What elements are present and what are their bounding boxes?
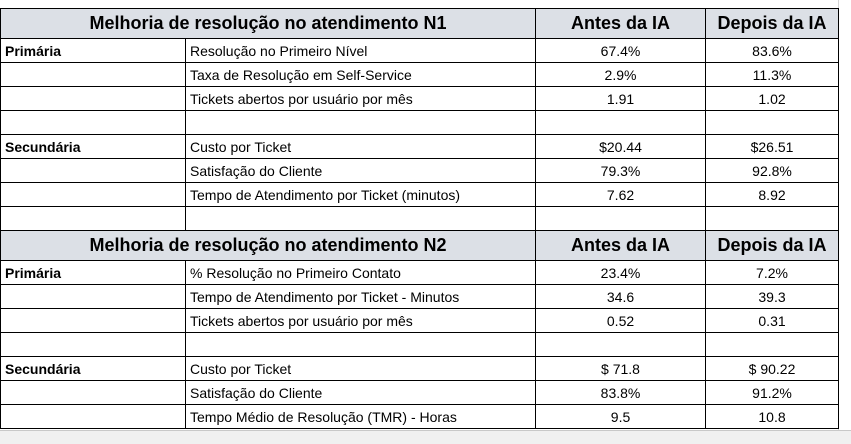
empty-cell bbox=[0, 62, 186, 87]
metric-label: Custo por Ticket bbox=[184, 356, 537, 381]
data-row: Satisfação do Cliente 79.3% 92.8% bbox=[0, 158, 840, 183]
empty-cell bbox=[0, 206, 186, 231]
column-header: Antes da IA bbox=[535, 230, 707, 261]
after-value: 11.3% bbox=[705, 62, 840, 87]
data-row: Tickets abertos por usuário por mês 1.91 1… bbox=[0, 86, 840, 111]
spreadsheet: Melhoria de resolução no atendimento N1 A… bbox=[0, 8, 851, 429]
before-value: 1.91 bbox=[535, 86, 707, 111]
data-row: Tempo de Atendimento por Ticket (minutos… bbox=[0, 182, 840, 207]
sheet-footer bbox=[0, 430, 851, 444]
metric-label: Satisfação do Cliente bbox=[184, 380, 537, 405]
after-value: 92.8% bbox=[705, 158, 840, 183]
table-body: Melhoria de resolução no atendimento N1 A… bbox=[0, 8, 840, 429]
after-value: 8.92 bbox=[705, 182, 840, 207]
header-row: Melhoria de resolução no atendimento N1 A… bbox=[0, 8, 840, 39]
after-value: 1.02 bbox=[705, 86, 840, 111]
empty-cell bbox=[705, 110, 840, 135]
after-value: 39.3 bbox=[705, 284, 840, 309]
metric-label: Tempo Médio de Resolução (TMR) - Horas bbox=[184, 404, 537, 429]
metric-label: Satisfação do Cliente bbox=[184, 158, 537, 183]
column-header: Depois da IA bbox=[705, 8, 840, 39]
before-value: 79.3% bbox=[535, 158, 707, 183]
before-value: 23.4% bbox=[535, 260, 707, 285]
data-row: Taxa de Resolução em Self-Service 2.9% 11.… bbox=[0, 62, 840, 87]
empty-cell bbox=[535, 110, 707, 135]
empty-cell bbox=[184, 110, 537, 135]
after-value: 0.31 bbox=[705, 308, 840, 333]
metric-label: Taxa de Resolução em Self-Service bbox=[184, 62, 537, 87]
column-header: Antes da IA bbox=[535, 8, 707, 39]
data-row: Tempo Médio de Resolução (TMR) - Horas 9.… bbox=[0, 404, 840, 429]
data-row: Tickets abertos por usuário por mês 0.52 0… bbox=[0, 308, 840, 333]
before-value: 9.5 bbox=[535, 404, 707, 429]
after-value: 10.8 bbox=[705, 404, 840, 429]
empty-cell bbox=[0, 404, 186, 429]
after-value: 83.6% bbox=[705, 38, 840, 63]
header-row: Melhoria de resolução no atendimento N2 A… bbox=[0, 230, 840, 261]
before-value: 7.62 bbox=[535, 182, 707, 207]
after-value: $26.51 bbox=[705, 134, 840, 159]
data-row: Satisfação do Cliente 83.8% 91.2% bbox=[0, 380, 840, 405]
blank-row bbox=[0, 332, 840, 357]
data-row: Secundária Custo por Ticket $ 71.8 $ 90.22 bbox=[0, 356, 840, 381]
empty-cell bbox=[0, 158, 186, 183]
empty-cell bbox=[0, 332, 186, 357]
empty-cell bbox=[535, 206, 707, 231]
empty-cell bbox=[535, 332, 707, 357]
metric-label: Tickets abertos por usuário por mês bbox=[184, 308, 537, 333]
after-value: $ 90.22 bbox=[705, 356, 840, 381]
empty-cell bbox=[705, 332, 840, 357]
after-value: 7.2% bbox=[705, 260, 840, 285]
before-value: 83.8% bbox=[535, 380, 707, 405]
empty-cell bbox=[0, 284, 186, 309]
table: Melhoria de resolução no atendimento N1 A… bbox=[0, 8, 840, 429]
empty-cell bbox=[0, 308, 186, 333]
before-value: $20.44 bbox=[535, 134, 707, 159]
metric-label: Resolução no Primeiro Nível bbox=[184, 38, 537, 63]
before-value: 34.6 bbox=[535, 284, 707, 309]
column-header: Depois da IA bbox=[705, 230, 840, 261]
blank-row bbox=[0, 110, 840, 135]
after-value: 91.2% bbox=[705, 380, 840, 405]
section-title: Melhoria de resolução no atendimento N1 bbox=[0, 8, 537, 39]
before-value: 2.9% bbox=[535, 62, 707, 87]
section-title: Melhoria de resolução no atendimento N2 bbox=[0, 230, 537, 261]
empty-cell bbox=[184, 206, 537, 231]
before-value: 67.4% bbox=[535, 38, 707, 63]
data-row: Primária% Resolução no Primeiro Contato 2… bbox=[0, 260, 840, 285]
group-label: Secundária bbox=[0, 134, 186, 159]
metric-label: % Resolução no Primeiro Contato bbox=[184, 260, 537, 285]
group-label: Primária bbox=[0, 260, 186, 285]
empty-cell bbox=[705, 206, 840, 231]
metric-label: Tempo de Atendimento por Ticket - Minuto… bbox=[184, 284, 537, 309]
data-row: Secundária Custo por Ticket $20.44 $26.51 bbox=[0, 134, 840, 159]
metric-label: Tickets abertos por usuário por mês bbox=[184, 86, 537, 111]
metric-label: Tempo de Atendimento por Ticket (minutos… bbox=[184, 182, 537, 207]
empty-cell bbox=[0, 110, 186, 135]
before-value: $ 71.8 bbox=[535, 356, 707, 381]
data-row: Primária Resolução no Primeiro Nível 67.4%… bbox=[0, 38, 840, 63]
data-row: Tempo de Atendimento por Ticket - Minuto… bbox=[0, 284, 840, 309]
empty-cell bbox=[0, 86, 186, 111]
group-label: Primária bbox=[0, 38, 186, 63]
empty-cell bbox=[0, 182, 186, 207]
group-label: Secundária bbox=[0, 356, 186, 381]
before-value: 0.52 bbox=[535, 308, 707, 333]
blank-row bbox=[0, 206, 840, 231]
empty-cell bbox=[184, 332, 537, 357]
empty-cell bbox=[0, 380, 186, 405]
metric-label: Custo por Ticket bbox=[184, 134, 537, 159]
